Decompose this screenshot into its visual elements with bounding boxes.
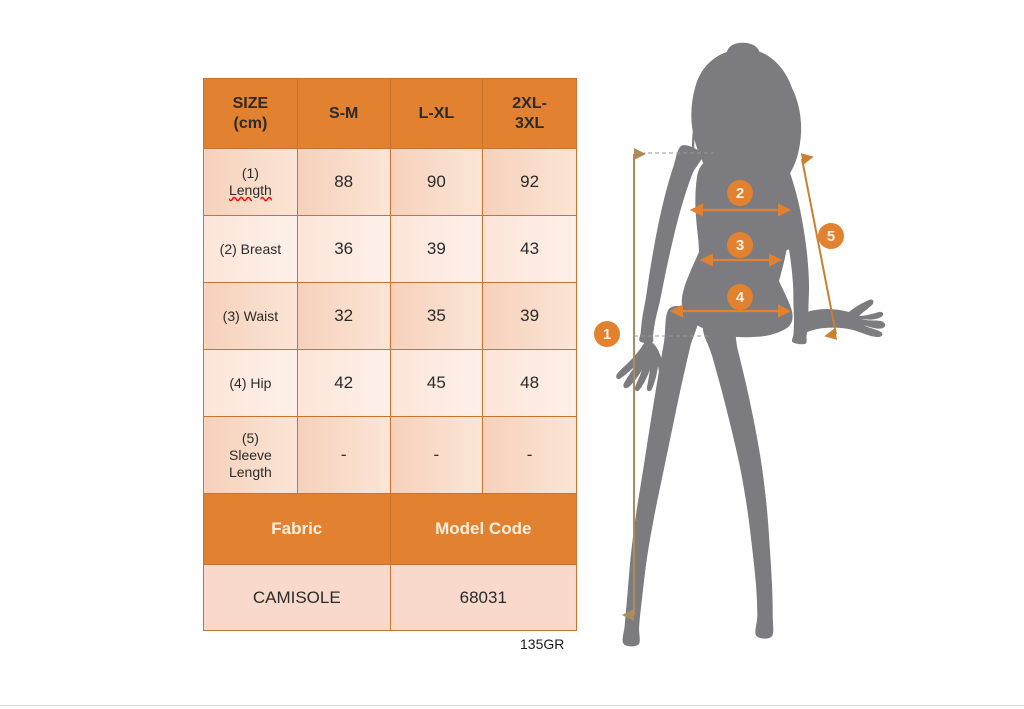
svg-text:1: 1 [603, 326, 611, 343]
svg-text:5: 5 [827, 228, 835, 245]
svg-text:2: 2 [736, 185, 744, 202]
svg-text:3: 3 [736, 237, 744, 254]
svg-text:4: 4 [736, 289, 745, 306]
